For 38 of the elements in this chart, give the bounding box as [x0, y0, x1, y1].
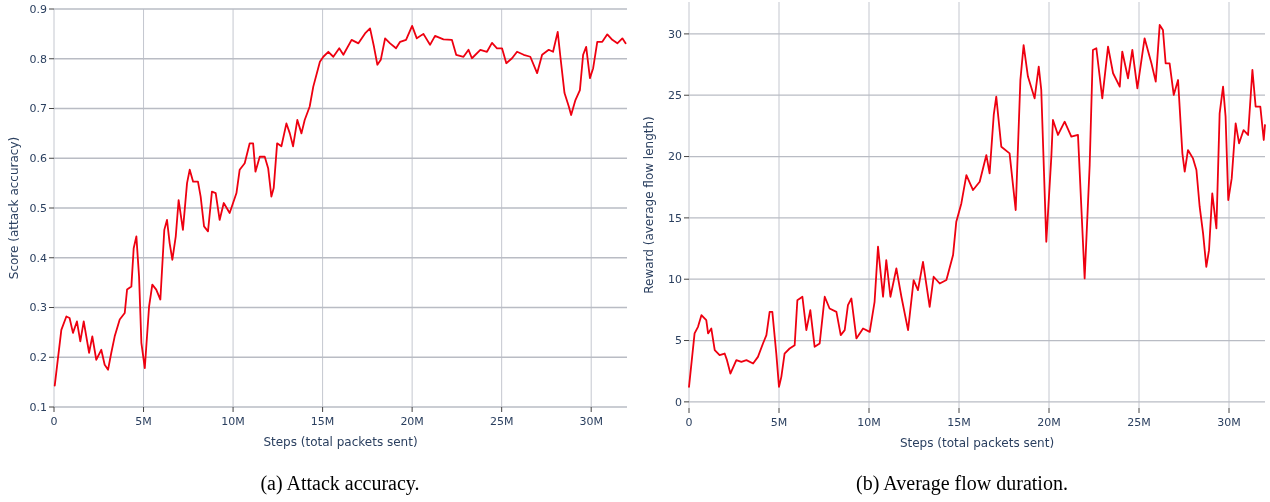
y-tick-label: 15: [668, 211, 682, 225]
x-tick-label: 5M: [770, 416, 788, 429]
x-tick-label: 20M: [1037, 416, 1061, 429]
x-tick-label: 10M: [221, 415, 245, 428]
y-tick-label: 0.8: [29, 52, 47, 66]
x-tick-label: 20M: [400, 415, 424, 428]
y-axis-title: Reward (average flow length): [642, 116, 656, 294]
x-tick-label: 15M: [947, 416, 971, 429]
y-tick-label: 25: [668, 89, 682, 103]
y-tick-label: 0.7: [29, 102, 47, 116]
x-tick-label: 25M: [489, 415, 514, 428]
x-tick-label: 30M: [1217, 416, 1241, 429]
x-tick-label: 10M: [857, 416, 881, 429]
y-tick-label: 0.1: [29, 400, 47, 414]
y-tick-label: 20: [668, 150, 682, 164]
y-axis-title: Score (attack accuracy): [7, 136, 21, 280]
y-tick-label: 0: [675, 395, 682, 409]
x-axis-title: Steps (total packets sent): [263, 435, 418, 449]
x-tick-label: 30M: [579, 415, 603, 428]
x-tick-label: 15M: [310, 415, 335, 428]
text: (a) Attack accuracy.: [260, 472, 420, 495]
line-series: [53, 25, 627, 387]
y-tick-label: 0.9: [29, 2, 47, 16]
y-tick-label: 0.5: [29, 201, 47, 215]
x-tick-label: 0: [50, 415, 58, 428]
y-tick-label: 0.6: [29, 152, 47, 166]
y-tick-label: 10: [668, 273, 682, 287]
line-series: [688, 24, 1266, 388]
y-tick-label: 0.2: [29, 351, 47, 365]
x-axis-title: Steps (total packets sent): [899, 436, 1055, 450]
y-tick-label: 0.3: [29, 301, 47, 315]
x-tick-label: 25M: [1127, 416, 1151, 429]
x-tick-label: 5M: [135, 415, 152, 428]
y-tick-label: 0.4: [29, 251, 47, 265]
x-tick-label: 0: [685, 416, 693, 429]
text: (b) Average flow duration.: [856, 472, 1068, 495]
y-tick-label: 30: [668, 27, 682, 41]
y-tick-label: 5: [675, 334, 682, 348]
